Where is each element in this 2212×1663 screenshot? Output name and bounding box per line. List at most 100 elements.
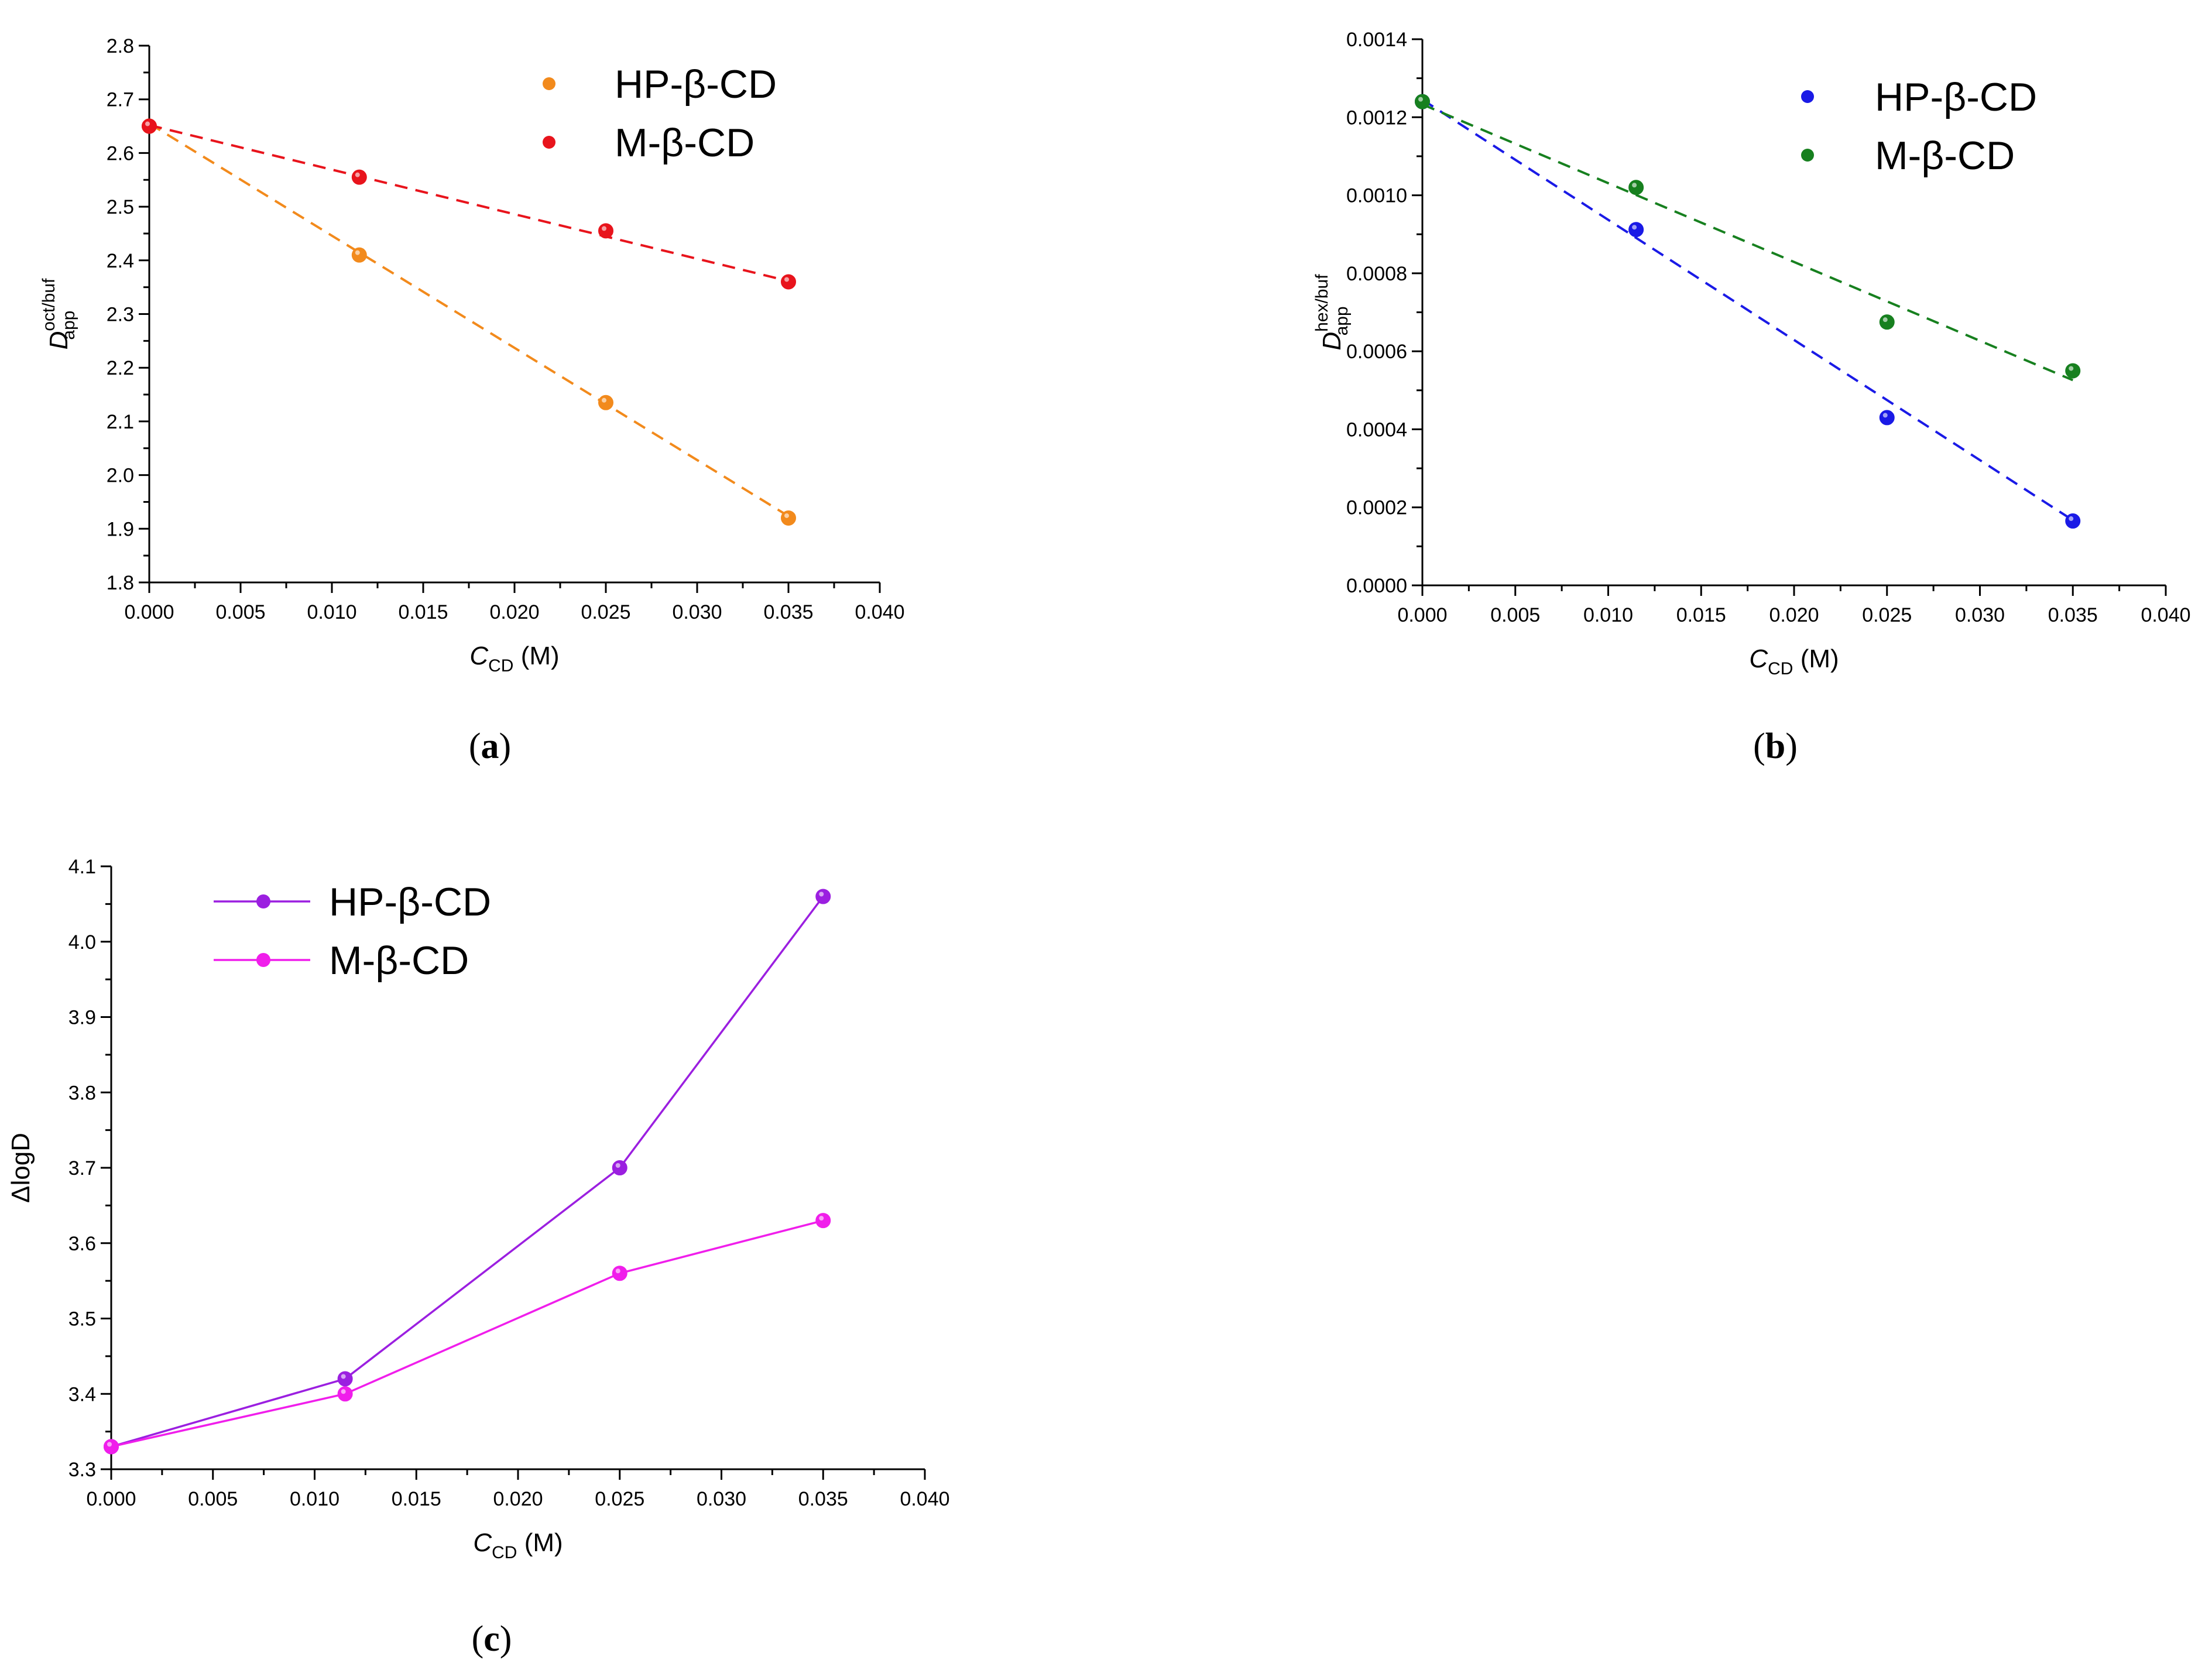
panel-label-open: (	[1753, 726, 1765, 766]
data-point-highlight	[1418, 97, 1423, 102]
x-axis-title-subscript: CD	[492, 1543, 517, 1562]
x-axis-title-unit: (M)	[517, 1528, 563, 1557]
y-tick-label: 3.4	[68, 1383, 96, 1405]
chart-panel-c: 0.000 0.005 0.010 0.015 0.020 0.025 0.030 0.035…	[6, 856, 950, 1659]
data-point-highlight	[2069, 366, 2074, 371]
x-axis-title-symbol: C	[1749, 644, 1768, 673]
y-tick-label: 2.5	[107, 196, 134, 218]
y-tick-label: 2.7	[107, 89, 134, 111]
data-point-highlight	[2069, 516, 2074, 522]
y-axis-title-superscript: oct/buf	[39, 278, 59, 331]
x-tick-label: 0.015	[1676, 604, 1726, 626]
x-tick-label: 0.035	[2048, 604, 2098, 626]
legend-label: HP-β-CD	[329, 880, 491, 924]
series-HP-β-CD	[142, 118, 796, 526]
x-axis-title-subscript: CD	[1768, 659, 1793, 678]
y-tick-label: 2.6	[107, 142, 134, 164]
x-tick-label: 0.010	[307, 601, 356, 623]
legend-label: HP-β-CD	[615, 62, 777, 107]
panel-label-close: )	[500, 1619, 512, 1659]
data-point-highlight	[355, 172, 360, 177]
y-tick-label: 2.1	[107, 411, 134, 433]
y-axis-title-subscript: app	[59, 311, 78, 340]
x-axis-title-unit: (M)	[513, 642, 559, 670]
data-point	[815, 889, 831, 904]
y-tick-label: 2.8	[107, 35, 134, 57]
data-point	[1628, 180, 1644, 196]
chart-panel-b: 0.000 0.005 0.010 0.015 0.020 0.025 0.030 0.035…	[1312, 29, 2191, 766]
x-tick-label: 0.040	[2141, 604, 2190, 626]
x-tick-label: 0.005	[1490, 604, 1540, 626]
y-tick-label: 2.3	[107, 304, 134, 326]
x-tick-label: 0.015	[398, 601, 448, 623]
y-axis-title-symbol: D	[44, 331, 73, 350]
data-point	[598, 223, 613, 239]
x-tick-label: 0.005	[215, 601, 265, 623]
y-tick-label: 0.0012	[1346, 107, 1407, 129]
data-point-highlight	[602, 397, 606, 403]
y-tick-label: 1.8	[107, 572, 134, 594]
x-tick-label: 0.030	[1955, 604, 2005, 626]
series-M-β-CD	[142, 118, 796, 290]
data-point-highlight	[784, 277, 789, 282]
x-tick-label: 0.035	[798, 1488, 848, 1510]
data-point-highlight	[1632, 183, 1637, 188]
y-tick-label: 3.8	[68, 1082, 96, 1104]
data-point	[781, 510, 796, 526]
x-tick-label: 0.040	[900, 1488, 949, 1510]
y-tick-label: 0.0004	[1346, 419, 1407, 441]
legend-marker	[1801, 149, 1814, 162]
data-point-highlight	[341, 1389, 346, 1394]
data-point-highlight	[1882, 317, 1888, 323]
data-point	[781, 274, 796, 290]
y-tick-label: 2.4	[107, 250, 134, 272]
y-axis-title: Dhex/bufapp	[1312, 274, 1352, 351]
panel-label-open: (	[469, 726, 481, 766]
x-axis-title: CCD (M)	[473, 1528, 563, 1562]
panel-label-close: )	[1785, 726, 1798, 766]
y-axis-title: ΔlogD	[6, 1133, 35, 1203]
y-tick-label: 3.3	[68, 1459, 96, 1481]
fit-line	[149, 124, 789, 283]
y-tick-label: 3.7	[68, 1157, 96, 1179]
series-line	[111, 1219, 824, 1448]
series-M-β-CD	[1415, 94, 2081, 382]
panel-label: (c)	[472, 1619, 512, 1659]
y-tick-label: 0.0014	[1346, 29, 1407, 51]
data-point	[2065, 513, 2081, 529]
data-point	[1879, 314, 1895, 330]
fit-line	[148, 122, 790, 517]
x-axis-title-symbol: C	[469, 642, 489, 670]
x-tick-label: 0.000	[1397, 604, 1447, 626]
y-tick-label: 3.9	[68, 1007, 96, 1029]
x-tick-label: 0.010	[290, 1488, 339, 1510]
x-tick-label: 0.000	[124, 601, 174, 623]
x-tick-label: 0.030	[697, 1488, 746, 1510]
y-axis-title-symbol: D	[1318, 332, 1346, 351]
x-tick-label: 0.010	[1583, 604, 1633, 626]
data-point	[337, 1386, 353, 1402]
data-point	[104, 1439, 119, 1455]
legend-marker	[543, 136, 555, 149]
x-axis-title: CCD (M)	[1749, 644, 1839, 678]
x-tick-label: 0.020	[489, 601, 539, 623]
data-point-highlight	[784, 513, 789, 518]
legend-label: M-β-CD	[1875, 133, 2015, 178]
chart-panel-a: 0.000 0.005 0.010 0.015 0.020 0.025 0.030 0.035…	[39, 35, 905, 766]
x-tick-label: 0.035	[763, 601, 813, 623]
y-axis-title-symbol: ΔlogD	[6, 1133, 35, 1203]
y-tick-label: 4.0	[68, 931, 96, 954]
x-axis-title-unit: (M)	[1793, 644, 1839, 673]
data-point	[351, 169, 367, 185]
y-tick-label: 0.0006	[1346, 341, 1407, 363]
legend: HP-β-CD M-β-CD	[543, 62, 777, 165]
data-point	[612, 1266, 627, 1281]
panel-label: (a)	[469, 726, 511, 766]
series-M-β-CD	[104, 1213, 831, 1455]
x-tick-label: 0.020	[493, 1488, 543, 1510]
y-tick-label: 4.1	[68, 856, 96, 878]
x-tick-label: 0.015	[392, 1488, 441, 1510]
data-point-highlight	[602, 226, 606, 231]
legend-label: M-β-CD	[329, 938, 469, 983]
